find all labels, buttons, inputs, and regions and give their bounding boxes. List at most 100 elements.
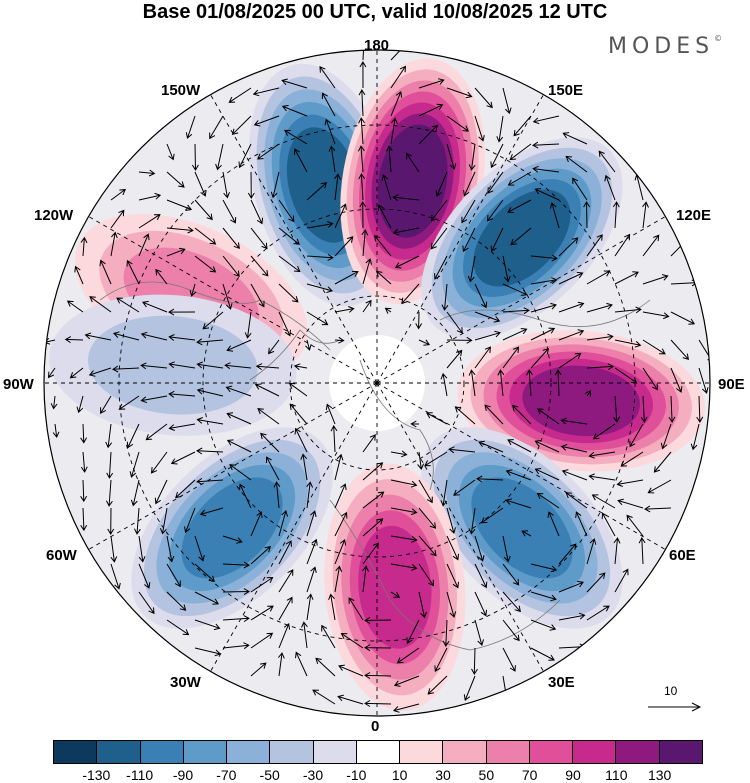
wind-vector-arrow — [268, 339, 280, 355]
wind-vector-arrow — [418, 124, 438, 145]
wind-vector-arrow — [612, 201, 620, 229]
wind-vector-arrow — [194, 199, 213, 221]
coastline-europe — [329, 499, 561, 651]
wind-vector-arrow — [446, 535, 459, 561]
wind-vector-arrow — [670, 339, 690, 361]
wind-vector-arrow — [306, 253, 334, 261]
wind-vector-arrow — [418, 507, 437, 529]
wind-vector-arrow — [392, 194, 420, 202]
wind-vector-arrow — [191, 143, 199, 171]
colorbar-tick-label: -90 — [172, 767, 194, 783]
wind-vector-arrow — [196, 417, 224, 425]
wind-vector-arrow — [334, 236, 354, 257]
wind-vector-arrow — [696, 395, 704, 423]
wind-vector-arrow — [390, 591, 401, 598]
wind-vector-arrow — [126, 259, 140, 285]
wind-vector-arrow — [521, 530, 532, 537]
wind-vector-arrow — [222, 283, 233, 310]
colorbar-cell — [183, 741, 228, 763]
wind-vector-arrow — [194, 535, 205, 562]
wind-vector-arrow — [278, 509, 288, 537]
wind-vector-arrow — [392, 227, 420, 236]
wind-vector-arrow — [278, 622, 291, 649]
wind-vector-arrow — [586, 538, 597, 565]
wind-vector-arrow — [474, 591, 487, 617]
wind-vector-arrow — [418, 339, 431, 346]
wind-vector-arrow — [215, 143, 224, 171]
wind-vector-arrow — [394, 255, 420, 269]
wind-vector-arrow — [440, 479, 448, 507]
wind-vector-arrow — [532, 165, 560, 173]
wind-vector-arrow — [471, 647, 478, 675]
wind-vector-arrow — [364, 672, 392, 679]
wind-vector-arrow — [502, 563, 520, 586]
wind-vector-arrow — [668, 395, 676, 423]
wind-vector-arrow — [361, 229, 369, 257]
wind-vector-arrow — [358, 89, 366, 117]
wind-vectors — [44, 50, 710, 713]
wind-vector-arrow — [468, 507, 476, 535]
wind-vector-arrow — [530, 277, 558, 285]
wind-vector-arrow — [526, 369, 533, 397]
negative-anomaly-center — [421, 427, 623, 629]
wind-vector-arrow — [487, 171, 504, 194]
wind-vector-arrow — [478, 440, 504, 453]
wind-vector-arrow — [462, 227, 476, 253]
wind-vector-arrow — [250, 545, 272, 565]
lon-label-120e: 120E — [676, 207, 712, 224]
wind-vector-arrow — [257, 143, 280, 160]
wind-vector-arrow — [591, 494, 616, 509]
wind-vector-arrow — [586, 363, 614, 371]
wind-vector-arrow — [334, 270, 359, 285]
wind-vector-arrow — [222, 255, 240, 278]
wind-vector-arrow — [312, 689, 336, 705]
wind-vector-arrow — [281, 78, 308, 89]
wind-vector-arrow — [278, 227, 300, 245]
wind-vector-arrow — [247, 171, 255, 199]
wind-vector-arrow — [166, 199, 193, 211]
wind-vector-arrow — [418, 535, 437, 557]
wind-vector-arrow — [238, 143, 252, 169]
wind-vector-arrow — [202, 311, 224, 330]
wind-vector-arrow — [496, 115, 504, 143]
wind-vector-arrow — [614, 306, 642, 314]
wind-vector-arrow — [558, 580, 585, 593]
wind-vector-arrow — [150, 451, 168, 474]
coastline-siberia — [439, 299, 651, 328]
wind-vector-arrow — [250, 255, 269, 277]
wind-vector-arrow — [110, 188, 126, 201]
colorbar-tick-label: 70 — [521, 767, 538, 783]
wind-vector-arrow — [80, 423, 88, 444]
wind-vector-arrow — [80, 507, 88, 532]
wind-vector-arrow — [321, 92, 336, 117]
colorbar-tick-label: 130 — [647, 767, 672, 783]
wind-vector-arrow — [425, 412, 448, 425]
wind-vector-arrow — [642, 201, 649, 229]
wind-vector-arrow — [250, 632, 274, 649]
wind-vector-arrow — [390, 117, 398, 145]
vector-legend-arrow — [648, 702, 702, 712]
wind-vector-arrow — [334, 173, 341, 201]
wind-vector-arrow — [586, 333, 614, 341]
modes-logo: MODES© — [608, 34, 722, 59]
wind-vector-arrow — [166, 171, 185, 188]
wind-vector-arrow — [626, 514, 644, 537]
wind-vector-arrow — [319, 66, 336, 89]
wind-vector-arrow — [278, 540, 292, 565]
wind-vector-arrow — [642, 311, 670, 320]
lon-label-60w: 60W — [46, 547, 77, 564]
wind-vector-arrow — [105, 479, 113, 507]
wind-vector-arrow — [194, 171, 207, 197]
wind-vector-arrow — [110, 535, 118, 563]
wind-vector-arrow — [334, 453, 344, 481]
wind-vector-arrow — [454, 406, 476, 425]
wind-vector-arrow — [281, 104, 308, 117]
wind-vector-arrow — [562, 132, 588, 145]
wind-vector-arrow — [362, 542, 379, 565]
lon-label-0: 0 — [371, 718, 380, 735]
wind-vector-arrow — [362, 462, 384, 481]
wind-vector-arrow — [502, 87, 512, 115]
wind-vector-arrow — [536, 408, 560, 425]
colorbar-cell — [356, 741, 401, 763]
